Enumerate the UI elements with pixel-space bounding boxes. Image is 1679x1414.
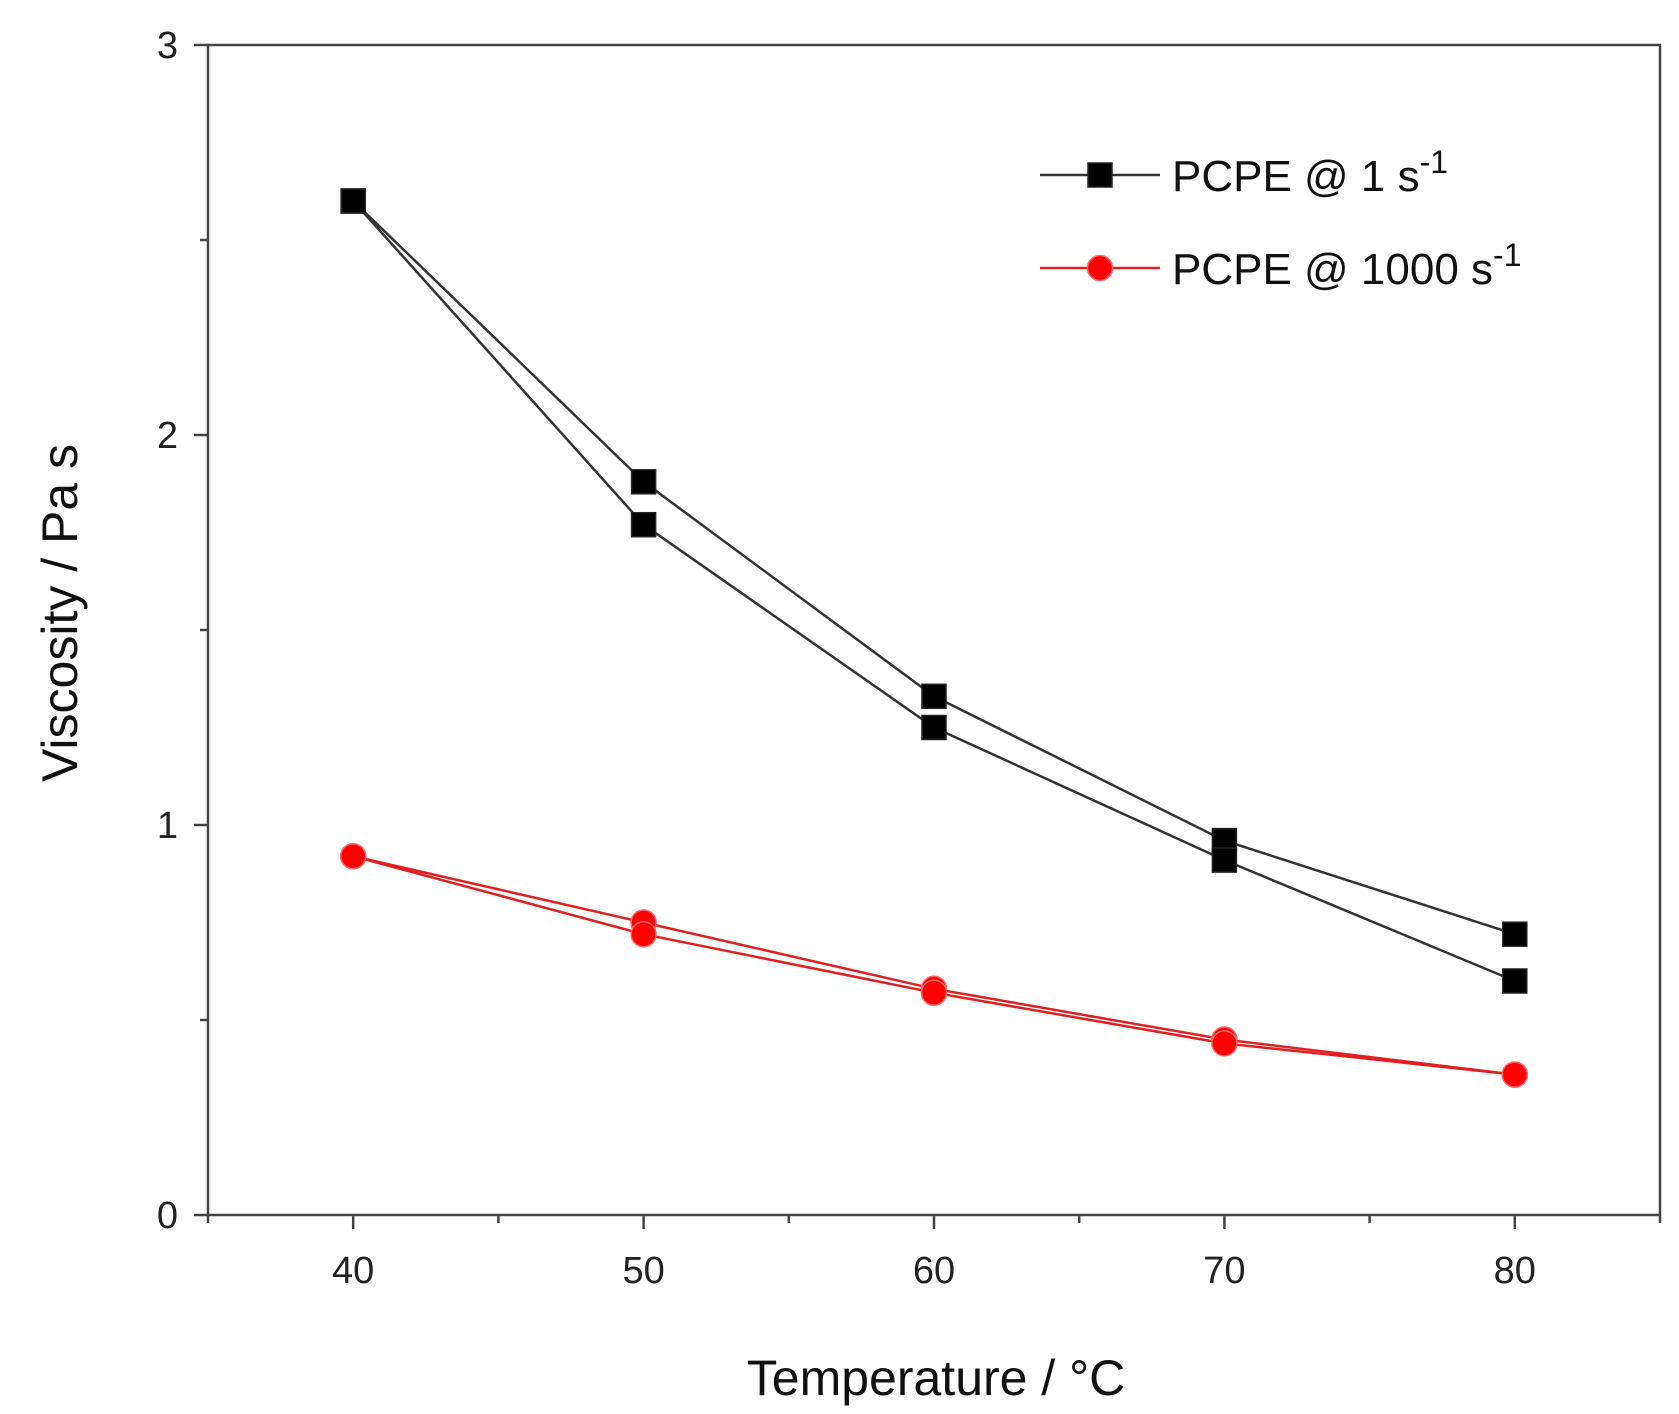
data-point-square [340,188,366,214]
y-tick-label: 0 [157,1195,178,1237]
series-layer [339,188,1529,1088]
legend-label-superscript: -1 [1420,144,1448,180]
plot-frame [206,43,1662,1217]
y-tick-label: 1 [157,805,178,847]
legend-entry-1: PCPE @ 1 s-1 [1040,144,1448,201]
y-tick-label: 3 [157,25,178,67]
data-point-square [1502,921,1528,947]
data-point-square [921,683,947,710]
x-tick-label: 60 [913,1250,955,1292]
legend-marker-square [1087,162,1113,188]
series-line [352,854,1515,1076]
legend-label-main: PCPE @ 1 s [1172,152,1420,201]
series-line [352,200,1516,983]
data-point-square [921,714,947,741]
y-axis: 0 1 2 3 [157,25,208,1237]
y-tick-label: 2 [157,415,178,457]
plot-border [206,43,1662,1217]
legend-label: PCPE @ 1000 s-1 [1172,237,1522,294]
legend-label: PCPE @ 1 s-1 [1172,144,1448,201]
x-tick-label: 40 [332,1250,374,1292]
x-axis-title: Temperature / °C [747,1350,1125,1406]
legend-label-superscript: -1 [1493,237,1521,273]
data-point-circle [1501,1061,1529,1088]
legend-label-main: PCPE @ 1000 s [1172,245,1493,294]
data-point-square [1502,968,1528,994]
x-tick-label: 50 [622,1250,664,1292]
series-1 [340,188,1528,994]
x-axis: 40 50 60 70 80 [206,1215,1662,1292]
data-point-circle [1211,1030,1238,1057]
data-point-square [630,511,657,538]
data-point-circle [630,920,657,948]
series-2 [339,842,1529,1088]
legend-entry-2: PCPE @ 1000 s-1 [1040,237,1522,294]
y-axis-title: Viscosity / Pa s [32,444,88,782]
legend-marker-circle [1086,254,1114,282]
data-point-square [1211,847,1238,873]
series-line [352,854,1515,1076]
data-point-square [630,469,657,495]
x-tick-label: 80 [1494,1250,1536,1292]
x-tick-label: 70 [1203,1250,1245,1292]
data-point-circle [339,842,367,870]
series-line [352,200,1516,936]
data-point-circle [920,979,948,1006]
